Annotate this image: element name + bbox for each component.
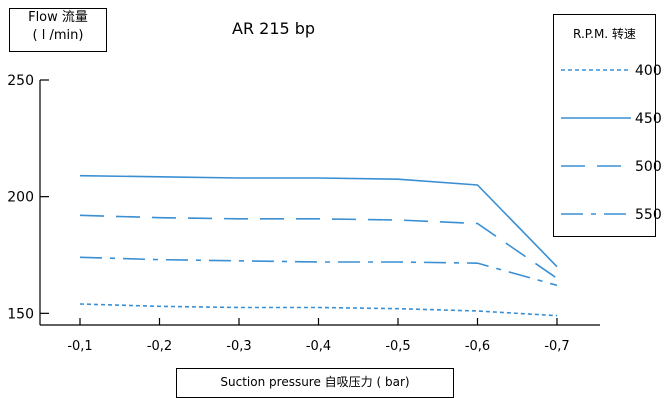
legend-label-500: 500 <box>635 159 662 175</box>
x-tick-label: -0,2 <box>147 339 172 354</box>
series-line-500 <box>79 214 558 279</box>
ticks: 250 200 150 -0,1 -0,2 -0,3 -0,4 -0,5 -0,6 -0,7 <box>7 73 569 354</box>
series-line-450 <box>79 174 558 268</box>
legend-label-450: 450 <box>635 111 662 127</box>
chart-title: AR 215 bp <box>232 19 316 38</box>
series-line-400 <box>79 303 558 317</box>
axes <box>39 80 600 326</box>
y-axis-label-box: Flow 流量 ( l /min) <box>9 8 107 52</box>
x-tick-label: -0,3 <box>226 339 251 354</box>
legend-entries: 400 450 500 550 <box>561 63 662 223</box>
y-tick-label: 200 <box>7 190 34 206</box>
x-tick-label: -0,7 <box>544 339 569 354</box>
legend: R.P.M. 转速 <box>553 14 656 237</box>
x-tick-label: -0,1 <box>67 339 92 354</box>
legend-label-550: 550 <box>635 207 662 223</box>
y-tick-label: 150 <box>7 306 34 322</box>
x-tick-label: -0,4 <box>306 339 331 354</box>
series-line-550 <box>79 256 558 287</box>
x-tick-label: -0,5 <box>385 339 410 354</box>
legend-label-400: 400 <box>635 63 662 79</box>
y-axis-label-line-1: Flow 流量 <box>28 10 88 25</box>
y-axis-label-line-2: ( l /min) <box>32 28 84 43</box>
x-tick-label: -0,6 <box>465 339 490 354</box>
legend-title: R.P.M. 转速 <box>573 27 636 41</box>
y-tick-label: 250 <box>7 73 34 89</box>
series-lines <box>79 174 558 317</box>
